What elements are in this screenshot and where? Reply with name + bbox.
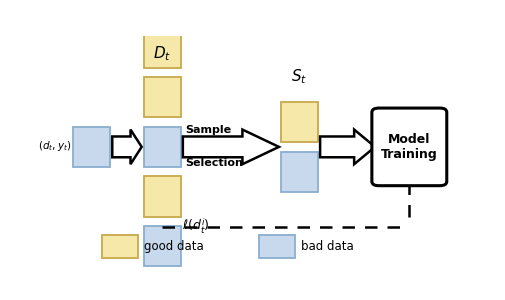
Bar: [259, 235, 294, 258]
Bar: [280, 102, 318, 142]
Polygon shape: [320, 130, 374, 164]
Text: Selection: Selection: [184, 158, 242, 168]
Bar: [143, 176, 181, 217]
Polygon shape: [112, 130, 141, 164]
Text: $S_t$: $S_t$: [291, 67, 307, 86]
Text: bad data: bad data: [300, 240, 352, 253]
Bar: [103, 235, 137, 258]
Bar: [143, 27, 181, 68]
Bar: [143, 226, 181, 266]
Text: $D_t$: $D_t$: [153, 44, 171, 63]
Text: Sample: Sample: [184, 124, 230, 135]
Bar: [143, 127, 181, 167]
FancyBboxPatch shape: [371, 108, 446, 186]
Bar: [280, 152, 318, 192]
Text: $\ell(d_t^i)$: $\ell(d_t^i)$: [181, 217, 209, 236]
Polygon shape: [182, 130, 278, 164]
Bar: [73, 127, 110, 167]
Text: good data: good data: [143, 240, 203, 253]
Text: Model
Training: Model Training: [380, 133, 437, 161]
Text: $(d_t, y_t)$: $(d_t, y_t)$: [37, 139, 71, 153]
Bar: [143, 77, 181, 117]
